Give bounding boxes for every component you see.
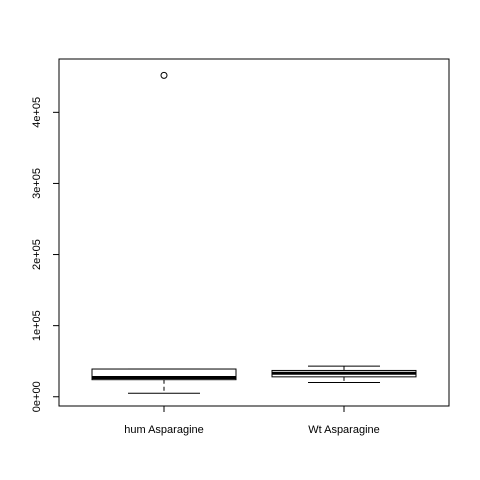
x-category-label: Wt Asparagine [308, 424, 380, 436]
outlier-point [160, 71, 168, 79]
box-group [91, 71, 237, 394]
y-tick-label: 4e+05 [31, 97, 43, 128]
y-axis-ticks: 0e+00 1e+05 2e+05 3e+05 4e+05 [31, 97, 59, 412]
y-tick-label: 1e+05 [31, 310, 43, 341]
box-iqr [91, 368, 237, 381]
y-tick-label: 3e+05 [31, 168, 43, 199]
x-category-label: hum Asparagine [124, 424, 204, 436]
y-tick-label: 0e+00 [31, 381, 43, 412]
box-group [271, 365, 417, 384]
y-tick-label: 2e+05 [31, 239, 43, 270]
box-series [91, 71, 417, 394]
x-axis-labels: hum Asparagine Wt Asparagine [124, 406, 380, 436]
plot-frame [58, 58, 450, 407]
